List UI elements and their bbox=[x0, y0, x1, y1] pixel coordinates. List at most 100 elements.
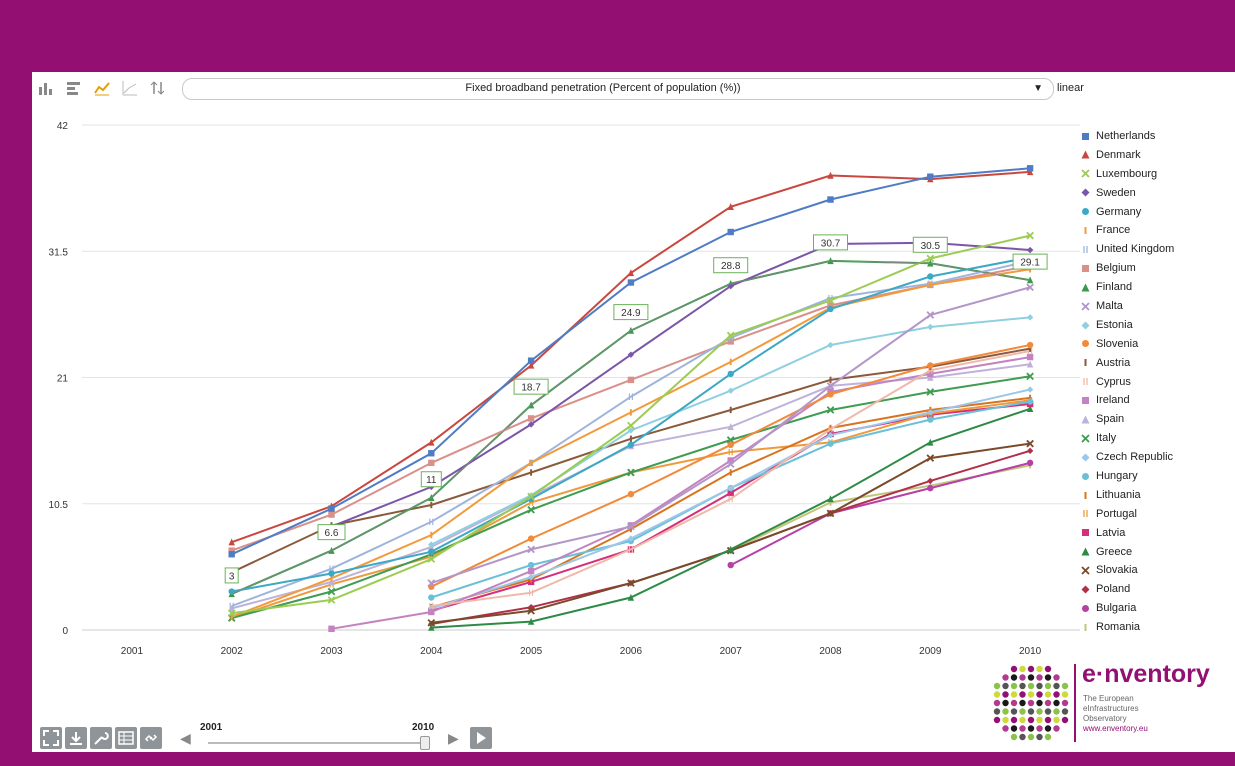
data-point-denmark bbox=[1026, 168, 1034, 176]
legend-item[interactable]: Netherlands bbox=[1081, 127, 1231, 146]
data-point-greece bbox=[1026, 405, 1034, 412]
settings-button[interactable] bbox=[90, 727, 112, 749]
line-chart-icon[interactable] bbox=[94, 80, 110, 96]
year-slider-handle[interactable] bbox=[420, 736, 430, 750]
data-point-netherlands bbox=[627, 279, 635, 286]
legend-item[interactable]: United Kingdom bbox=[1081, 240, 1231, 259]
x-tick-label: 2001 bbox=[121, 646, 144, 657]
download-button[interactable] bbox=[65, 727, 87, 749]
data-point-estonia bbox=[428, 541, 435, 548]
logo-dot bbox=[1044, 674, 1052, 681]
logo-dot bbox=[993, 716, 1001, 724]
data-point-slovenia bbox=[827, 391, 834, 398]
legend-item[interactable]: Poland bbox=[1081, 580, 1231, 599]
data-point-sweden bbox=[1026, 246, 1034, 254]
scatter-icon[interactable] bbox=[122, 80, 138, 96]
legend-marker-icon bbox=[1081, 321, 1090, 329]
link-icon bbox=[144, 734, 158, 742]
logo-dot bbox=[1027, 691, 1035, 698]
logo-tagline: The European eInfrastructures Observator… bbox=[1083, 694, 1148, 733]
legend-item[interactable]: Greece bbox=[1081, 543, 1231, 562]
logo-dot bbox=[1053, 708, 1060, 715]
legend-item[interactable]: Lithuania bbox=[1081, 486, 1231, 505]
legend-item[interactable]: Malta bbox=[1081, 297, 1231, 316]
legend-item[interactable]: Luxembourg bbox=[1081, 165, 1231, 184]
legend-marker-icon bbox=[1081, 453, 1090, 462]
table-button[interactable] bbox=[115, 727, 137, 749]
link-button[interactable] bbox=[140, 727, 162, 749]
data-point-cyprus bbox=[628, 546, 633, 553]
legend-item[interactable]: Belgium bbox=[1081, 259, 1231, 278]
slider-left-arrow-icon[interactable]: ◀ bbox=[180, 730, 191, 746]
logo-dot bbox=[1002, 716, 1009, 724]
scale-selector[interactable]: linear bbox=[1057, 82, 1084, 94]
data-point-ireland bbox=[727, 457, 734, 464]
logo-dot bbox=[1061, 691, 1069, 698]
legend-item[interactable]: Slovenia bbox=[1081, 335, 1231, 354]
legend-item[interactable]: Ireland bbox=[1081, 391, 1231, 410]
legend-item[interactable]: Portugal bbox=[1081, 505, 1231, 524]
legend-label: Latvia bbox=[1096, 526, 1126, 539]
logo-dot bbox=[1036, 725, 1043, 732]
data-point-malta bbox=[427, 579, 436, 587]
legend-item[interactable]: Bulgaria bbox=[1081, 599, 1231, 618]
data-point-greece bbox=[927, 438, 934, 446]
legend-item[interactable]: Austria bbox=[1081, 354, 1231, 373]
play-icon bbox=[477, 732, 486, 744]
horizontal-bar-icon[interactable] bbox=[66, 80, 82, 96]
legend-label: Malta bbox=[1096, 300, 1123, 313]
logo-dot bbox=[1044, 665, 1052, 673]
legend-label: Italy bbox=[1096, 432, 1117, 445]
legend-item[interactable]: Slovakia bbox=[1081, 561, 1231, 580]
data-point-sweden bbox=[727, 282, 734, 290]
legend-item[interactable]: Hungary bbox=[1081, 467, 1231, 486]
legend-item[interactable]: Romania bbox=[1081, 618, 1231, 637]
data-point-slovakia bbox=[527, 606, 535, 615]
data-point-latvia bbox=[727, 489, 734, 497]
legend-item[interactable]: Spain bbox=[1081, 410, 1231, 429]
data-point-slovakia bbox=[1026, 439, 1034, 448]
fullscreen-button[interactable] bbox=[40, 727, 62, 749]
logo-dot bbox=[1036, 733, 1043, 741]
data-point-france bbox=[729, 358, 732, 366]
data-point-belgium bbox=[428, 459, 435, 467]
legend-marker-icon bbox=[1081, 415, 1090, 424]
data-point-italy bbox=[1026, 372, 1034, 381]
legend-item[interactable]: Estonia bbox=[1081, 316, 1231, 335]
data-point-france bbox=[330, 575, 333, 582]
slider-right-arrow-icon[interactable]: ▶ bbox=[448, 730, 459, 746]
legend-item[interactable]: Denmark bbox=[1081, 146, 1231, 165]
dot-grid-logo-icon bbox=[993, 665, 1069, 741]
data-point-netherlands bbox=[428, 450, 435, 457]
chevron-down-icon: ▼ bbox=[1033, 83, 1043, 94]
legend-item[interactable]: Finland bbox=[1081, 278, 1231, 297]
legend-item[interactable]: Cyprus bbox=[1081, 373, 1231, 392]
logo-dot bbox=[1036, 665, 1043, 673]
data-point-portugal bbox=[728, 448, 733, 456]
year-slider-track[interactable] bbox=[208, 742, 428, 744]
logo-dot bbox=[1044, 691, 1052, 698]
legend-item[interactable]: Sweden bbox=[1081, 184, 1231, 203]
sort-icon[interactable] bbox=[150, 80, 166, 96]
data-point-sweden bbox=[527, 421, 535, 428]
logo-dot bbox=[1044, 725, 1052, 732]
data-point-czech-republic bbox=[1026, 386, 1034, 393]
bar-chart-icon[interactable] bbox=[38, 80, 54, 96]
logo-dot bbox=[1036, 674, 1043, 681]
data-point-slovenia bbox=[727, 441, 734, 449]
legend-item[interactable]: Italy bbox=[1081, 429, 1231, 448]
play-button[interactable] bbox=[470, 727, 492, 749]
data-point-czech-republic bbox=[827, 432, 834, 439]
legend-item[interactable]: Latvia bbox=[1081, 524, 1231, 543]
indicator-select[interactable]: Fixed broadband penetration (Percent of … bbox=[182, 78, 1054, 100]
data-point-lithuania bbox=[729, 469, 732, 476]
x-tick-label: 2003 bbox=[320, 646, 343, 657]
legend-item[interactable]: France bbox=[1081, 221, 1231, 240]
data-point-united-kingdom bbox=[429, 518, 434, 525]
legend-item[interactable]: Czech Republic bbox=[1081, 448, 1231, 467]
data-point-malta bbox=[826, 382, 835, 390]
legend-label: Spain bbox=[1096, 413, 1125, 426]
data-point-spain bbox=[727, 423, 734, 430]
data-point-netherlands bbox=[228, 551, 235, 558]
legend-item[interactable]: Germany bbox=[1081, 203, 1231, 222]
